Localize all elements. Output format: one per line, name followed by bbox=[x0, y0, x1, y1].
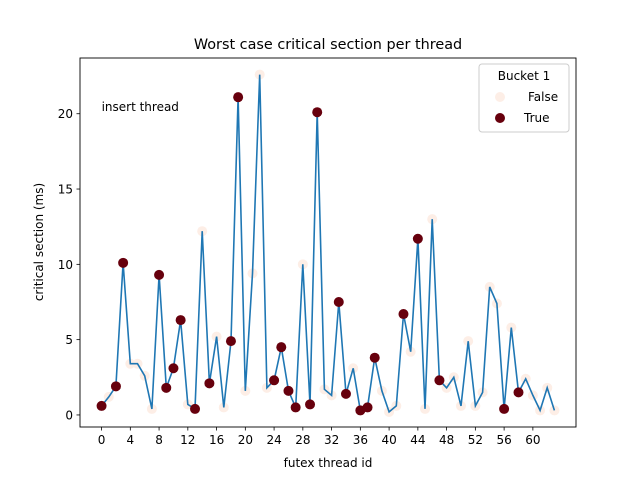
legend-marker-false bbox=[495, 92, 505, 102]
data-point-true bbox=[204, 378, 215, 389]
x-tick-label: 16 bbox=[209, 433, 224, 447]
x-tick-label: 48 bbox=[439, 433, 454, 447]
data-point-true bbox=[233, 92, 244, 103]
x-tick-label: 28 bbox=[295, 433, 310, 447]
series-line bbox=[100, 74, 556, 414]
data-point-true bbox=[269, 375, 280, 386]
x-tick-label: 0 bbox=[98, 433, 106, 447]
x-tick-label: 8 bbox=[155, 433, 163, 447]
y-axis: 0 5 10 15 20 bbox=[58, 107, 80, 422]
data-point-true bbox=[412, 233, 423, 244]
data-point-true bbox=[434, 375, 445, 386]
legend-marker-true bbox=[495, 113, 505, 123]
y-axis-label: critical section (ms) bbox=[32, 183, 46, 301]
data-point-false bbox=[549, 405, 560, 416]
data-point-true bbox=[110, 381, 121, 392]
x-tick-label: 24 bbox=[266, 433, 281, 447]
legend-title: Bucket 1 bbox=[498, 69, 551, 83]
data-point-true bbox=[369, 352, 380, 363]
data-point-true bbox=[154, 269, 165, 280]
data-point-true bbox=[283, 385, 294, 396]
data-point-true bbox=[96, 400, 107, 411]
data-point-true bbox=[276, 342, 287, 353]
data-point-false bbox=[254, 69, 265, 80]
data-point-true bbox=[312, 107, 323, 118]
y-tick-label: 0 bbox=[65, 408, 73, 422]
data-point-true bbox=[499, 403, 510, 414]
data-point-true bbox=[513, 387, 524, 398]
x-tick-label: 52 bbox=[468, 433, 483, 447]
data-point-true bbox=[175, 315, 186, 326]
data-point-true bbox=[290, 402, 301, 413]
data-point-true bbox=[398, 309, 409, 320]
x-axis: 0 4 8 12 16 20 24 28 32 36 40 44 48 52 56 60 bbox=[98, 427, 541, 447]
data-point-true bbox=[161, 382, 172, 393]
y-tick-label: 15 bbox=[58, 183, 73, 197]
x-tick-label: 60 bbox=[525, 433, 540, 447]
x-tick-label: 44 bbox=[410, 433, 425, 447]
data-point-true bbox=[225, 336, 236, 347]
x-tick-label: 32 bbox=[324, 433, 339, 447]
data-point-true bbox=[333, 296, 344, 307]
markers-true bbox=[96, 92, 524, 416]
x-axis-label: futex thread id bbox=[284, 456, 373, 470]
data-point-true bbox=[362, 402, 373, 413]
x-tick-label: 36 bbox=[353, 433, 368, 447]
x-tick-label: 40 bbox=[381, 433, 396, 447]
data-point-true bbox=[168, 363, 179, 374]
data-point-true bbox=[340, 388, 351, 399]
x-tick-label: 56 bbox=[496, 433, 511, 447]
annotation-insert-thread: insert thread bbox=[102, 100, 179, 114]
legend-label-true: True bbox=[523, 111, 550, 125]
legend: Bucket 1 False True bbox=[478, 63, 570, 133]
y-tick-label: 20 bbox=[58, 107, 73, 121]
x-tick-label: 4 bbox=[126, 433, 134, 447]
y-tick-label: 5 bbox=[65, 333, 73, 347]
data-point-false bbox=[427, 214, 438, 225]
data-point-true bbox=[118, 257, 129, 268]
y-tick-label: 10 bbox=[58, 258, 73, 272]
x-tick-label: 12 bbox=[180, 433, 195, 447]
legend-label-false: False bbox=[528, 90, 558, 104]
chart-title: Worst case critical section per thread bbox=[194, 37, 462, 53]
data-point-true bbox=[190, 403, 201, 414]
data-point-true bbox=[305, 399, 316, 410]
x-tick-label: 20 bbox=[238, 433, 253, 447]
plot-frame bbox=[79, 57, 577, 428]
